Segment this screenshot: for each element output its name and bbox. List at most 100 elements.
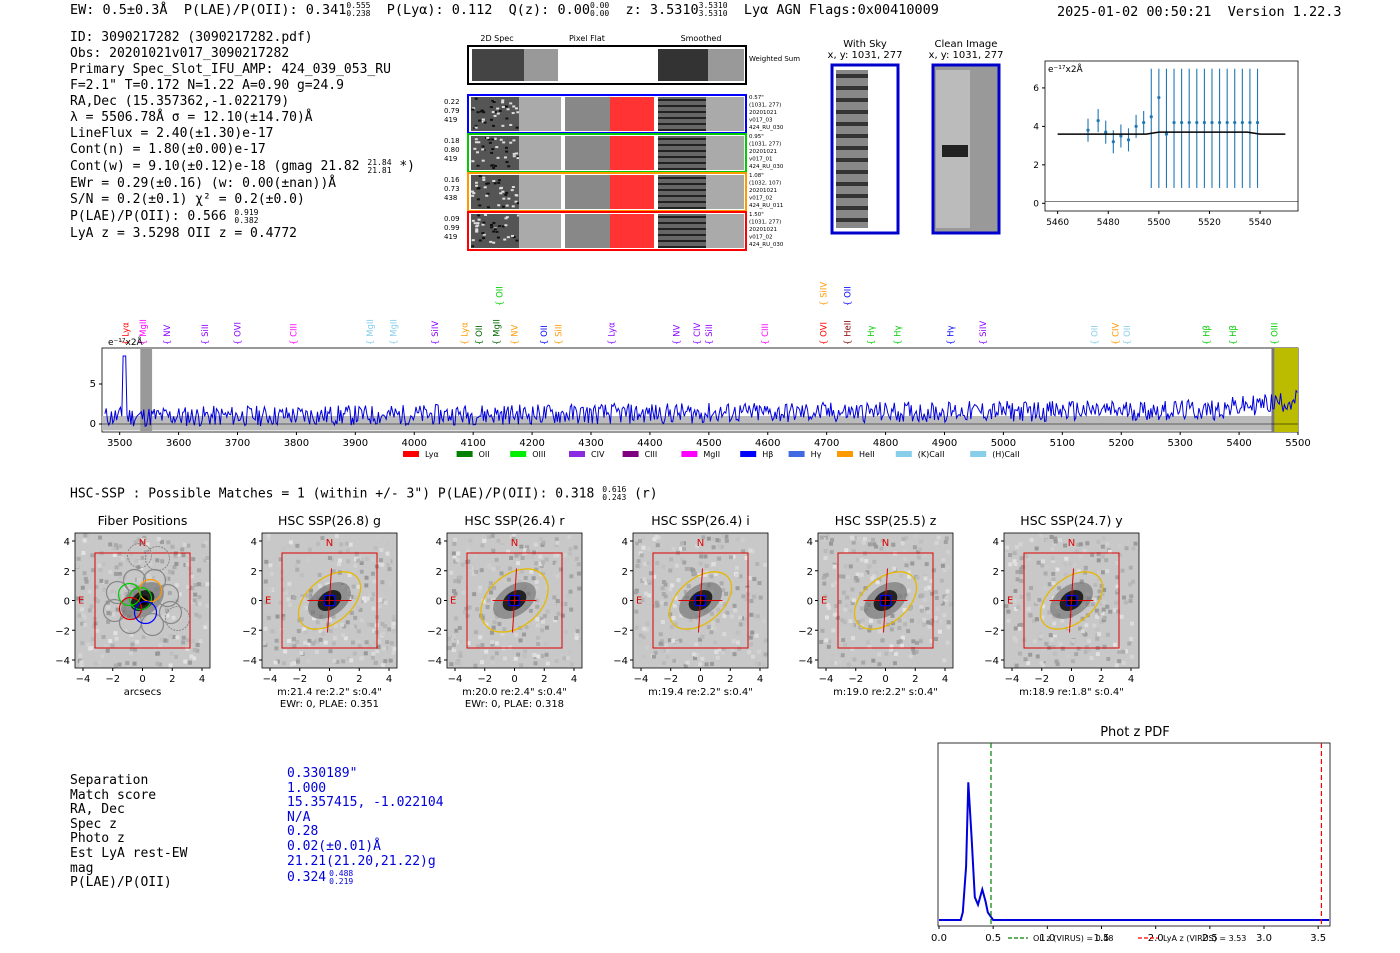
hsc-panel: HSC SSP(26.4) i N E 4 2 0 −2 −4 −4 −2 0 2 4 m:19.4 re… [613, 513, 769, 698]
match-value-specz: N/A [287, 809, 311, 825]
hsc-xtick: 0 [1068, 674, 1074, 685]
spectrum-line-label: { SiIV [979, 321, 989, 345]
zoom-point [1180, 120, 1184, 125]
spectrum-line-label: { MgII [493, 319, 503, 345]
zoom-point [1225, 120, 1229, 125]
hsc-panel-title: HSC SSP(26.4) i [651, 513, 749, 528]
svg-text:OII: OII [479, 450, 490, 459]
hsc-crosshair [883, 568, 888, 633]
fiber-circle [158, 600, 183, 625]
info-plae-lo: 0.382 [234, 215, 259, 225]
spectrum-line-label: { MgII [139, 319, 149, 345]
zoom-xtick: 5480 [1097, 218, 1120, 228]
spectrum-line-label: { MgII [366, 319, 376, 345]
spectrum-xtick: 4200 [519, 438, 544, 449]
spectrum-xtick: 4100 [460, 438, 485, 449]
spectrum-legend-item: CIII [622, 450, 658, 459]
spectrum-legend-item: CIV [569, 450, 605, 459]
cutout-row-value: 0.73 [444, 185, 460, 193]
header-plae-lo: 0.238 [346, 9, 371, 18]
spectrum-xtick: 4900 [932, 438, 957, 449]
spectrum-line-label: { Hγ [946, 325, 956, 345]
with-sky-image [830, 63, 900, 235]
hsc-ytick: 2 [807, 567, 813, 578]
svg-text:{ Hγ: { Hγ [893, 325, 903, 345]
svg-text:{ CIV: { CIV [693, 322, 703, 345]
detection-info: ID: 3090217282 (3090217282.pdf) Obs: 202… [70, 30, 415, 242]
match-value-plae-text: 0.324 [287, 870, 327, 886]
zoom-point [1096, 119, 1100, 123]
spectrum-line-label: { Hβ [1229, 325, 1239, 345]
svg-text:Hβ: Hβ [762, 450, 773, 459]
svg-text:{ Hγ: { Hγ [946, 325, 956, 345]
svg-text:Lyα: Lyα [425, 450, 439, 459]
zoom-xtick: 5500 [1147, 218, 1170, 228]
cutout-row-meta: 424_RU_030 [749, 125, 784, 131]
spectrum-line-label: { NV [672, 325, 682, 345]
cutout-row-value: 0.99 [444, 224, 460, 232]
svg-text:CIV: CIV [591, 450, 605, 459]
hsc-panel-title: Fiber Positions [98, 513, 188, 528]
hsc-ytick: 4 [251, 537, 257, 548]
header-qz-lo: 0.00 [589, 9, 610, 18]
svg-text:{ SiII: { SiII [555, 324, 565, 345]
hsc-crosshair [698, 568, 703, 633]
spectrum-line-label: { SiII [201, 324, 211, 345]
svg-text:{ SiIV: { SiIV [979, 321, 989, 345]
hsc-ytick: −2 [613, 626, 628, 637]
svg-text:{ MgII: { MgII [139, 319, 149, 345]
col-label-pixelflat: Pixel Flat [569, 34, 605, 43]
svg-text:{ OVI: { OVI [234, 322, 244, 345]
fiber-circle [165, 606, 190, 631]
spectrum-xtick: 3800 [284, 438, 309, 449]
svg-text:CIII: CIII [645, 450, 658, 459]
hsc-xtick: −2 [848, 674, 863, 685]
hsc-fiber-box [508, 594, 521, 607]
zoom-point [1119, 134, 1123, 138]
spectrum-xtick: 5200 [1109, 438, 1134, 449]
hsc-xtick: 0 [882, 674, 888, 685]
photz-xtick: 0.5 [985, 933, 1001, 944]
header-z-lo: 3.5310 [698, 9, 728, 18]
photz-xtick: 3.5 [1310, 933, 1326, 944]
hsc-search-box [94, 552, 191, 649]
spectrum-xtick: 4400 [637, 438, 662, 449]
hsc-panel-title: HSC SSP(26.8) g [278, 513, 381, 528]
photz-legend: OII z (VIRUS) = 0.48 LyA z (VIRUS) = 3.5… [1008, 934, 1246, 943]
svg-text:OIII: OIII [532, 450, 545, 459]
header-qz-up: 0.00 [589, 1, 610, 10]
svg-text:{ MgII: { MgII [390, 319, 400, 345]
zoom-point [1126, 138, 1131, 142]
spectrum-xtick: 5000 [991, 438, 1016, 449]
zoom-point [1172, 120, 1176, 125]
info-lineflux: LineFlux = 2.40(±1.30)e-17 [70, 126, 274, 141]
spectrum-xtick: 4800 [873, 438, 898, 449]
hsc-ytick: −4 [427, 656, 442, 667]
match-value-ew: 0.02(±0.01)Å [287, 838, 381, 854]
with-sky-xy-2: x, y: 1031, 277 [828, 50, 903, 61]
spectrum-xtick: 3900 [343, 438, 368, 449]
spectrum-chart: { Lyα { MgII { NV { SiII { OVI { CIII { MgII { … [90, 282, 1311, 459]
hsc-xtick: 2 [727, 674, 733, 685]
zoom-point [1202, 120, 1206, 125]
spectrum-line-label: { OVI [820, 322, 830, 345]
hsc-xtick: 4 [942, 674, 948, 685]
hsc-title: HSC-SSP : Possible Matches = 1 (within +… [70, 486, 658, 502]
spectrum-line-region [1274, 348, 1298, 432]
svg-text:Hγ: Hγ [811, 450, 822, 459]
spectrum-line-label: { NV [510, 325, 520, 345]
hsc-ytick: 0 [622, 597, 628, 608]
match-label-photoz: Photo z [70, 831, 125, 847]
hsc-crosshair [327, 568, 332, 633]
zoom-point [1233, 120, 1237, 125]
hsc-ytick: 4 [807, 537, 813, 548]
cutout-row-meta: v017_02 [749, 196, 773, 202]
svg-text:{ OII: { OII [1091, 325, 1101, 345]
cutout-row-meta: v017_01 [749, 157, 773, 163]
hsc-ytick: 0 [807, 597, 813, 608]
spectrum-line-label: { NV [163, 325, 173, 345]
hsc-ytick: −4 [55, 656, 70, 667]
photz-xtick: 1.0 [1039, 933, 1055, 944]
hsc-ytick: 2 [251, 567, 257, 578]
hsc-ytick: 0 [436, 597, 442, 608]
